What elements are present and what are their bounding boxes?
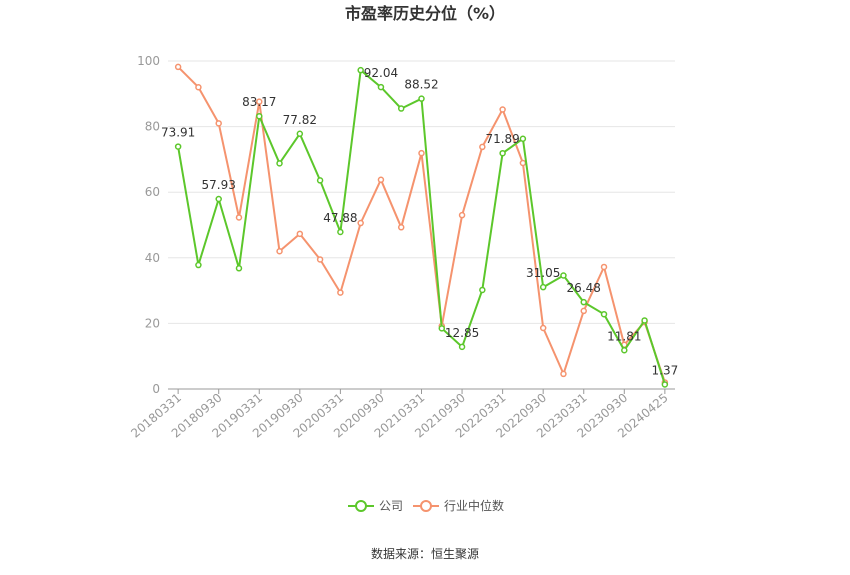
point-s1-20 [580, 307, 587, 315]
point-s1-14 [458, 211, 466, 219]
point-s0-5 [276, 160, 283, 167]
data-label-18: 31.05 [526, 266, 560, 280]
point-s1-17 [519, 159, 527, 167]
y-tick-label-100: 100 [137, 54, 160, 68]
data-label-14: 12.85 [445, 326, 479, 340]
chart-title: 市盈率历史分位（%） [345, 4, 505, 23]
legend-marker-1 [420, 500, 432, 512]
point-s1-9 [357, 219, 364, 227]
point-s0-17 [519, 135, 527, 142]
data-label-20: 26.48 [567, 281, 601, 295]
point-s1-11 [397, 224, 405, 231]
point-s1-0 [174, 63, 182, 71]
point-s0-4 [256, 112, 263, 120]
x-axis: 2018033120180930201903312019093020200331… [128, 388, 675, 441]
series-line-1 [177, 66, 666, 383]
point-s0-24 [661, 381, 669, 388]
point-s1-12 [418, 149, 425, 157]
point-s0-8 [337, 228, 344, 236]
y-axis: 0 20 40 60 80 100 [137, 54, 160, 396]
point-s0-10 [377, 83, 385, 91]
series-line-0 [177, 69, 666, 385]
series-layer [174, 63, 669, 388]
point-s0-19 [560, 272, 567, 279]
point-s1-16 [499, 106, 506, 113]
data-labels: 73.91 57.93 83.17 77.82 47.88 92.04 88.52 12.85… [161, 66, 678, 377]
point-s0-1 [195, 261, 202, 269]
data-label-10: 92.04 [364, 66, 398, 80]
grid-lines [168, 60, 675, 324]
point-s0-14 [458, 343, 466, 351]
point-s1-21 [600, 263, 608, 271]
point-s1-2 [215, 120, 222, 127]
y-tick-label-60: 60 [145, 185, 160, 199]
point-s0-22 [621, 347, 628, 354]
point-s0-13 [438, 325, 446, 332]
y-tick-label-40: 40 [145, 251, 160, 265]
point-s0-18 [539, 283, 547, 291]
point-s1-6 [296, 230, 304, 238]
point-s1-5 [276, 247, 283, 255]
point-s0-0 [174, 143, 182, 150]
point-s0-3 [235, 265, 243, 272]
y-tick-label-0: 0 [152, 382, 160, 396]
point-s0-12 [418, 95, 425, 102]
legend-label-1: 行业中位数 [444, 498, 504, 513]
data-label-22: 11.81 [607, 329, 641, 343]
point-s1-4 [256, 98, 263, 105]
data-label-24: 1.37 [652, 364, 679, 378]
point-s0-20 [580, 298, 587, 306]
point-s0-7 [316, 177, 324, 184]
point-s0-23 [641, 317, 648, 324]
point-s0-16 [499, 149, 506, 157]
point-s1-15 [479, 143, 486, 151]
point-s0-9 [357, 66, 364, 74]
legend-marker-0 [355, 500, 367, 512]
data-label-16: 71.89 [485, 132, 519, 146]
point-s1-3 [235, 214, 243, 221]
point-s1-1 [195, 83, 202, 91]
data-label-4: 83.17 [242, 95, 276, 109]
point-s0-21 [600, 310, 608, 318]
y-tick-label-20: 20 [145, 316, 160, 330]
point-s1-10 [377, 176, 385, 183]
source-note: 数据来源：恒生聚源 [371, 546, 479, 561]
data-label-8: 47.88 [323, 211, 357, 225]
point-s0-15 [479, 286, 486, 294]
point-s0-2 [215, 195, 222, 203]
point-s1-18 [539, 324, 547, 332]
point-s1-8 [337, 289, 344, 296]
data-label-0: 73.91 [161, 126, 195, 140]
point-s1-19 [560, 370, 567, 378]
point-s0-6 [296, 130, 304, 138]
point-s0-11 [397, 105, 405, 112]
data-label-2: 57.93 [202, 178, 236, 192]
data-label-6: 77.82 [283, 113, 317, 127]
y-tick-label-80: 80 [145, 120, 160, 134]
legend[interactable]: 公司 行业中位数 [348, 498, 504, 513]
point-s1-7 [316, 256, 324, 263]
data-label-12: 88.52 [404, 78, 438, 92]
legend-label-0: 公司 [379, 499, 403, 513]
